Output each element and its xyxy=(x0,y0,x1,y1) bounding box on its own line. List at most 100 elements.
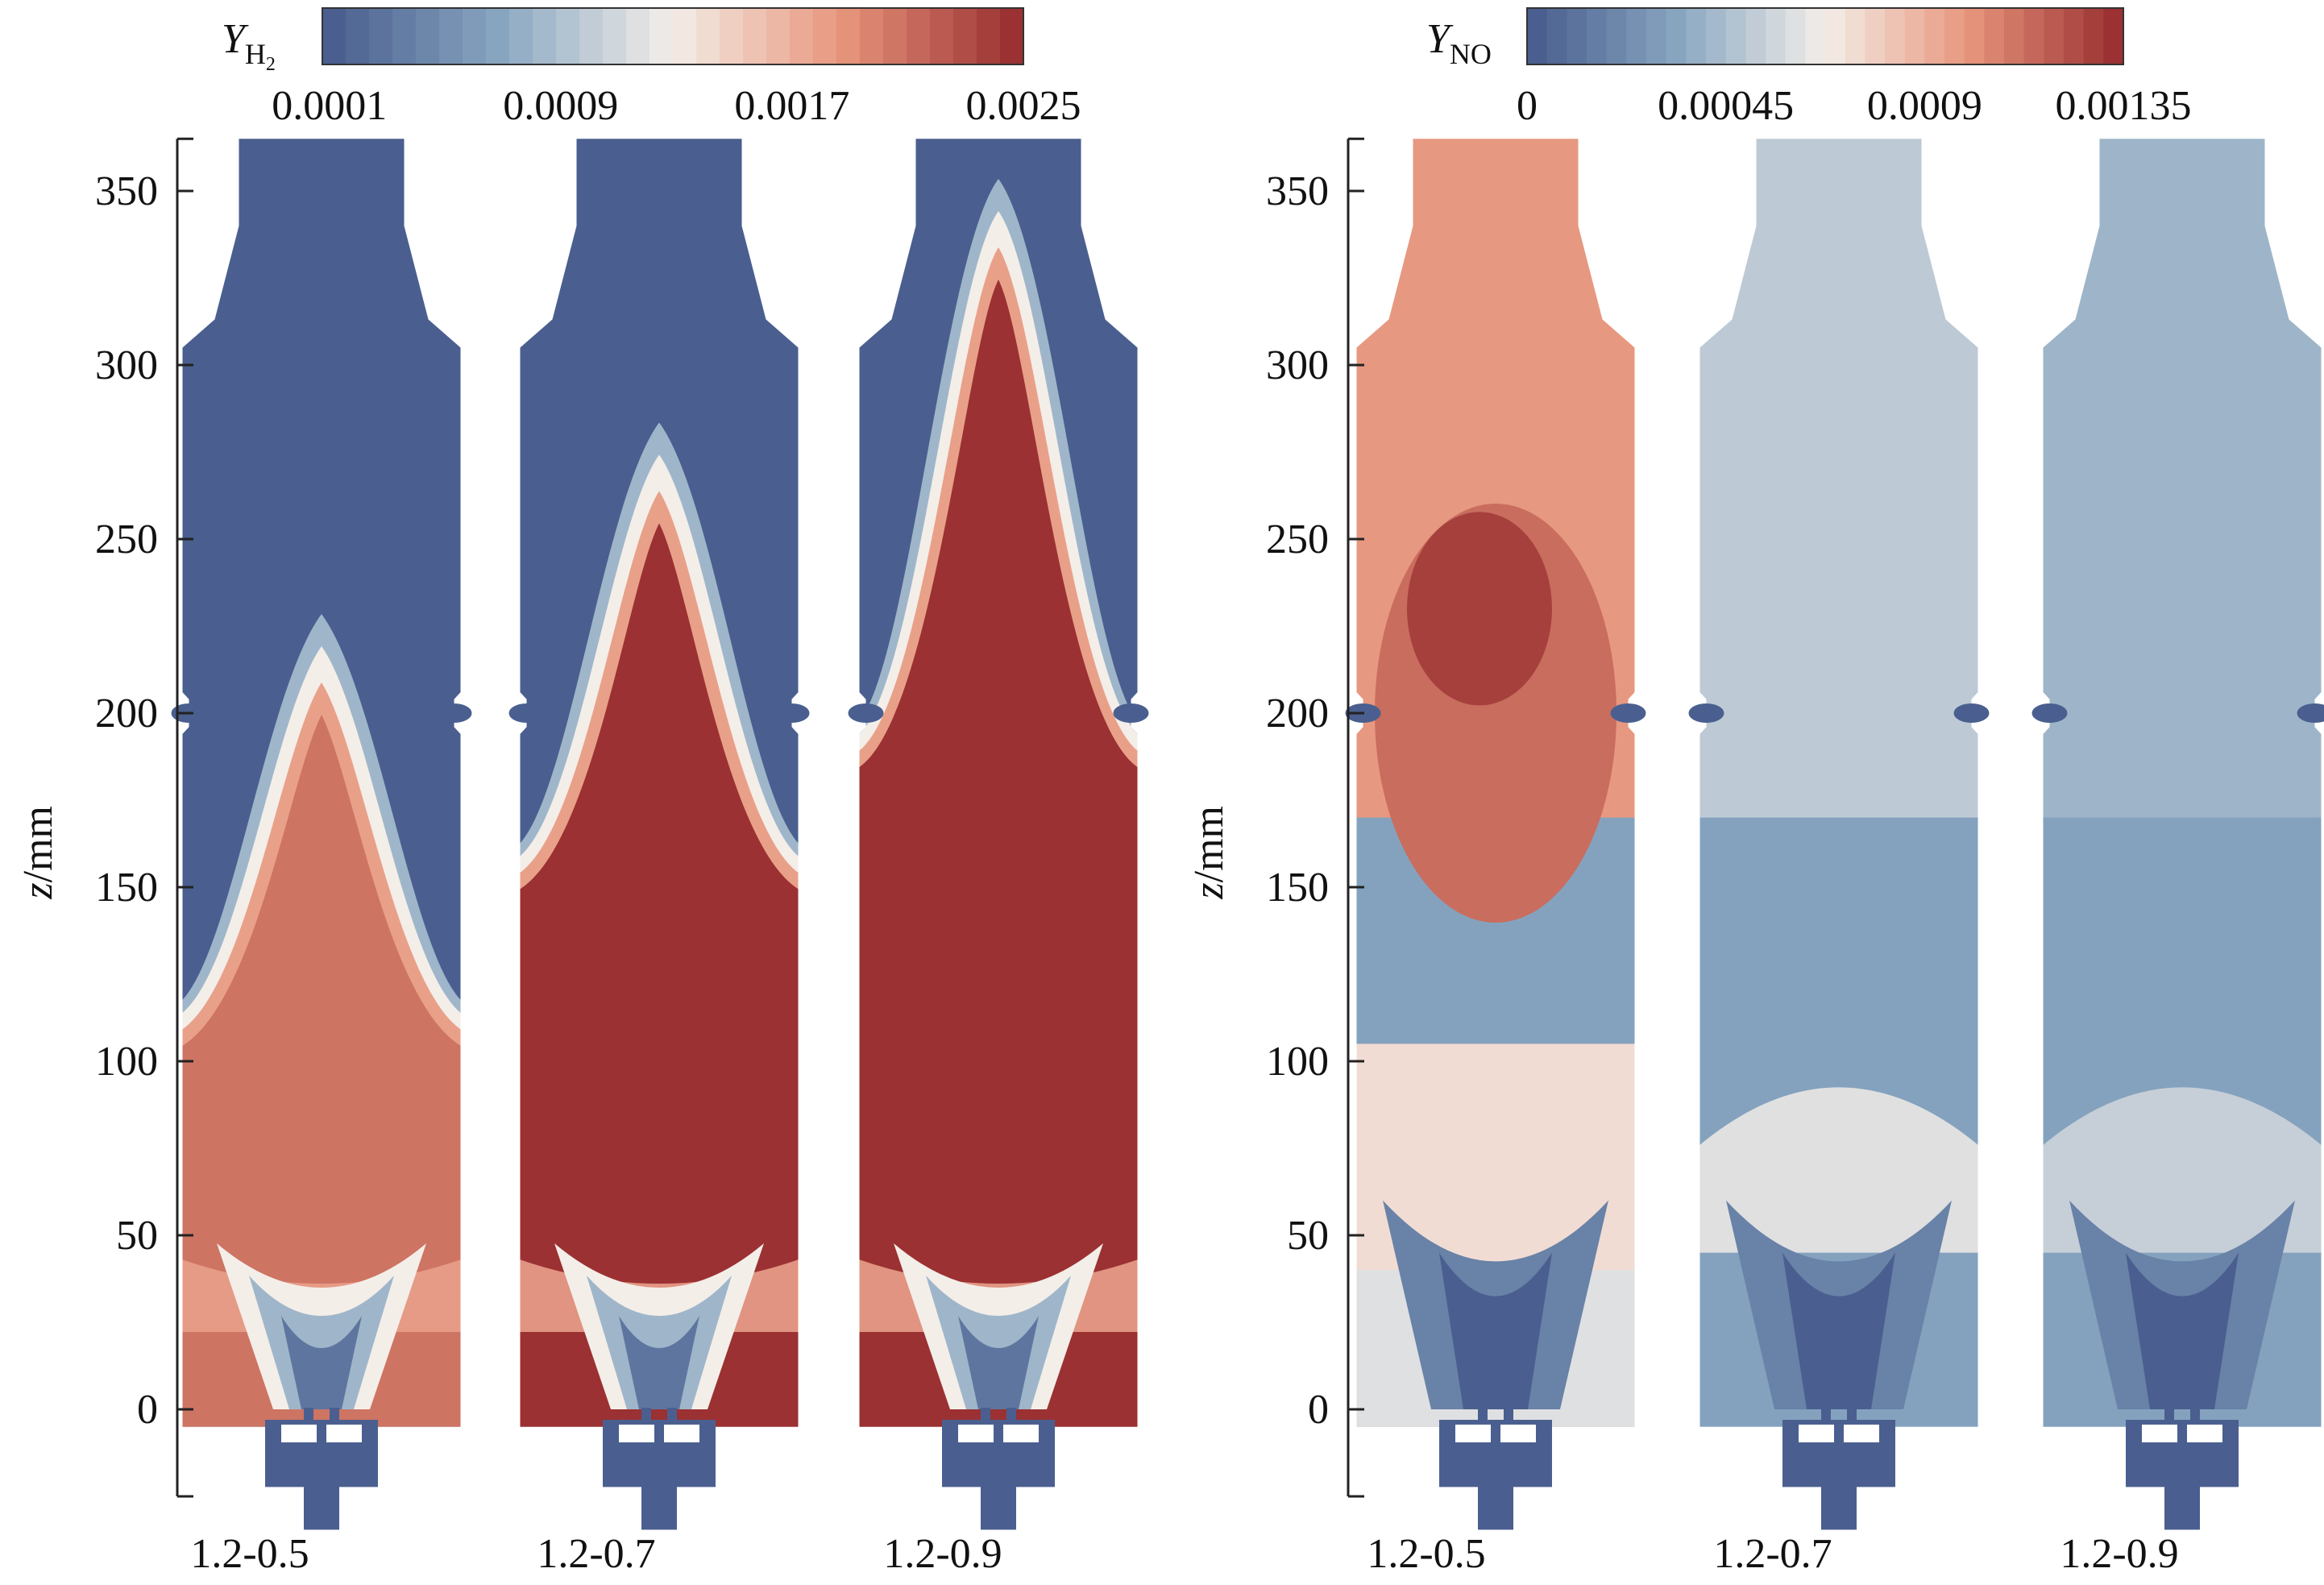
colorbar-swatch xyxy=(322,8,347,64)
colorbar-swatch xyxy=(1964,8,1985,64)
case-label: 1.2-0.9 xyxy=(2060,1531,2178,1577)
colorbar-swatch xyxy=(463,8,487,64)
injector-right xyxy=(1953,703,1990,723)
colorbar-swatch xyxy=(556,8,580,64)
colorbar-swatch xyxy=(836,8,861,64)
h2-contour-panel-1.2-0.9 xyxy=(848,139,1149,1530)
h2-jet-core xyxy=(281,1316,362,1409)
no-jet-core xyxy=(1439,1252,1552,1409)
no-contour-panel-1.2-0.9 xyxy=(2031,139,2324,1530)
colorbar-frame xyxy=(1526,7,2124,65)
burner-0-1-core xyxy=(654,1422,664,1444)
colorbar-swatch xyxy=(626,8,650,64)
colorbar-swatch xyxy=(1805,8,1826,64)
colorbar-tick-label: 0.0025 xyxy=(966,83,1081,129)
burner-1-2-core xyxy=(2177,1422,2187,1444)
colorbar-swatch xyxy=(977,8,1001,64)
colorbar-swatch xyxy=(1845,8,1865,64)
burner-1-1-core xyxy=(1834,1422,1844,1444)
colorbar-tick-label: 0.0017 xyxy=(734,83,849,129)
colorbar-swatch xyxy=(790,8,814,64)
burner-0-2-core xyxy=(994,1422,1003,1444)
colorbar-swatch xyxy=(1745,8,1766,64)
y-tick-label: 200 xyxy=(95,691,158,736)
burner-1-1-stem xyxy=(1821,1485,1857,1530)
colorbar-swatch xyxy=(1904,8,1925,64)
injector-right xyxy=(436,703,472,723)
colorbar-tick-label: 0.0009 xyxy=(1867,83,1982,129)
colorbars: YH2 0.0001 0.0009 0.0017 0.0025 YNO 0 0.00045 0.… xyxy=(222,7,2192,129)
y-tick-label: 100 xyxy=(95,1039,158,1085)
colorbar-title: YH2 xyxy=(222,16,276,75)
h2-jet-core xyxy=(619,1316,699,1409)
colorbar-no: YNO 0 0.00045 0.0009 0.00135 xyxy=(1426,7,2192,129)
colorbar-swatch xyxy=(696,8,720,64)
colorbar-swatch xyxy=(439,8,463,64)
contour-panels xyxy=(171,139,2324,1530)
y-tick-label: 50 xyxy=(1287,1213,1329,1259)
colorbar-tick-label: 0.0009 xyxy=(503,83,618,129)
colorbar-swatch xyxy=(2023,8,2044,64)
colorbar-swatch xyxy=(743,8,767,64)
h2-flame-core xyxy=(859,280,1138,1427)
colorbar-swatch xyxy=(603,8,627,64)
colorbar-frame xyxy=(322,7,1024,65)
y-tick-label: 200 xyxy=(1266,691,1329,736)
injector-left xyxy=(848,703,884,723)
h2-jet-mid xyxy=(926,1276,1071,1409)
colorbar-swatch xyxy=(392,8,417,64)
y-axis-1: 0 50 100 150 200 250 300 350 z/mm xyxy=(1186,137,1364,1498)
injector-right xyxy=(1113,703,1149,723)
colorbar-swatch xyxy=(1785,8,1806,64)
y-tick-label: 50 xyxy=(116,1213,158,1259)
colorbar-swatch xyxy=(346,8,370,64)
colorbar-swatch xyxy=(720,8,744,64)
h2-contour-panel-1.2-0.5 xyxy=(171,139,472,1530)
burner-1-2-stem xyxy=(2164,1485,2200,1530)
colorbar-tick-label: 0.0001 xyxy=(272,83,387,129)
y-axis-title: z/mm xyxy=(1186,806,1232,900)
h2-jet-core xyxy=(958,1316,1039,1409)
colorbar-swatch xyxy=(883,8,907,64)
colorbar-swatch xyxy=(766,8,791,64)
colorbar-title: YNO xyxy=(1426,16,1492,70)
no-jet-core xyxy=(1782,1252,1895,1409)
colorbar-tick-label: 0.00135 xyxy=(2056,83,2192,129)
colorbar-swatch xyxy=(1646,8,1667,64)
y-tick-label: 350 xyxy=(1266,168,1329,214)
y-tick-label: 350 xyxy=(95,168,158,214)
case-label: 1.2-0.5 xyxy=(190,1531,309,1577)
colorbar-swatch xyxy=(1587,8,1608,64)
y-tick-label: 0 xyxy=(137,1387,158,1433)
colorbar-tick-label: 0.00045 xyxy=(1658,83,1794,129)
h2-flame-core xyxy=(182,715,461,1427)
colorbar-swatch xyxy=(813,8,837,64)
panel-labels: 1.2-0.5 1.2-0.7 1.2-0.9 1.2-0.5 1.2-0.7 1.2-0… xyxy=(190,1531,2178,1577)
h2-contour-panel-1.2-0.7 xyxy=(508,139,810,1530)
burner-0-2-stem xyxy=(981,1485,1016,1530)
colorbar-swatch xyxy=(860,8,884,64)
colorbar-swatch xyxy=(1865,8,1886,64)
colorbar-swatch xyxy=(907,8,931,64)
case-label: 1.2-0.9 xyxy=(883,1531,1002,1577)
injector-left xyxy=(1688,703,1724,723)
colorbar-swatch xyxy=(486,8,510,64)
colorbar-swatch xyxy=(579,8,604,64)
colorbar-swatch xyxy=(1825,8,1846,64)
no-peak-core xyxy=(1407,512,1552,706)
colorbar-swatch xyxy=(1606,8,1627,64)
y-axis-title: z/mm xyxy=(15,806,61,900)
no-mixing-band xyxy=(1699,1087,1978,1253)
colorbar-swatch xyxy=(1984,8,2005,64)
case-label: 1.2-0.7 xyxy=(1713,1531,1832,1577)
y-tick-label: 300 xyxy=(1266,342,1329,388)
burner-0-0-core xyxy=(317,1422,326,1444)
y-tick-label: 250 xyxy=(1266,517,1329,562)
colorbar-tick-label: 0 xyxy=(1517,83,1538,129)
colorbar-swatch xyxy=(1944,8,1965,64)
axes: 0 50 100 150 200 250 300 350 z/mm 0 50 100 150 200 250… xyxy=(15,137,1364,1498)
burner-0-1-stem xyxy=(641,1485,677,1530)
colorbar-swatch xyxy=(1686,8,1707,64)
burner-0-0-stem xyxy=(304,1485,339,1530)
colorbar-swatch xyxy=(2083,8,2104,64)
